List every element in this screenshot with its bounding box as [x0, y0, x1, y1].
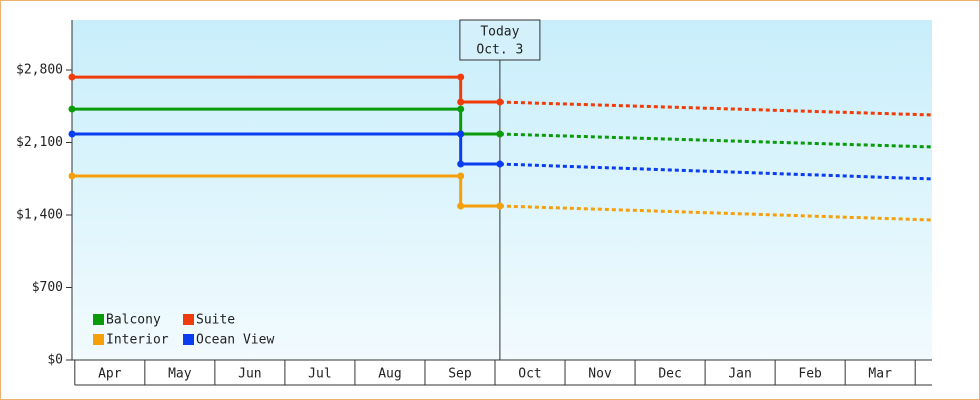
point	[457, 73, 465, 81]
x-tick-label: Dec	[658, 367, 681, 382]
forecast-line	[499, 132, 933, 149]
point	[457, 172, 465, 180]
legend-label: Suite	[196, 313, 235, 328]
point	[68, 172, 76, 180]
history-line	[72, 75, 500, 104]
x-tick-label: Nov	[588, 367, 612, 382]
point	[68, 105, 76, 113]
today-date: Oct. 3	[476, 43, 523, 58]
y-tick-label: $0	[47, 353, 63, 368]
x-tick-label: Aug	[378, 367, 401, 382]
point	[457, 105, 465, 113]
legend-label: Balcony	[106, 313, 161, 328]
y-tick-label: $700	[32, 280, 63, 295]
point	[496, 160, 504, 168]
history-line	[72, 132, 500, 166]
x-tick-label: Jan	[728, 367, 751, 382]
y-tick-label: $1,400	[16, 208, 63, 223]
legend-label: Ocean View	[196, 333, 274, 348]
forecast-line	[499, 162, 933, 181]
x-tick-label: Jul	[308, 367, 331, 382]
x-tick-label: May	[168, 367, 192, 382]
point	[457, 130, 465, 138]
x-tick-label: Mar	[868, 367, 892, 382]
y-tick-label: $2,800	[16, 63, 63, 78]
point	[68, 73, 76, 81]
point	[457, 202, 465, 210]
point	[496, 98, 504, 106]
history-line	[72, 174, 500, 208]
plot-area	[72, 20, 932, 360]
legend-label: Interior	[106, 333, 169, 348]
point	[496, 130, 504, 138]
x-tick-label: Apr	[98, 367, 122, 382]
today-title: Today	[480, 25, 519, 40]
legend-swatch	[183, 334, 194, 345]
point	[68, 130, 76, 138]
legend-swatch	[93, 334, 104, 345]
point	[496, 202, 504, 210]
point	[457, 98, 465, 106]
forecast-line	[499, 100, 933, 117]
today-box	[459, 19, 541, 61]
x-tick-label: Feb	[798, 367, 822, 382]
history-line	[72, 107, 500, 136]
forecast-line	[499, 204, 933, 222]
x-tick-label: Oct	[518, 367, 541, 382]
legend-swatch	[183, 314, 194, 325]
point	[457, 160, 465, 168]
x-tick-label: Jun	[238, 367, 261, 382]
legend-swatch	[93, 314, 104, 325]
y-tick-label: $2,100	[16, 135, 63, 150]
x-tick-label: Sep	[448, 367, 472, 382]
